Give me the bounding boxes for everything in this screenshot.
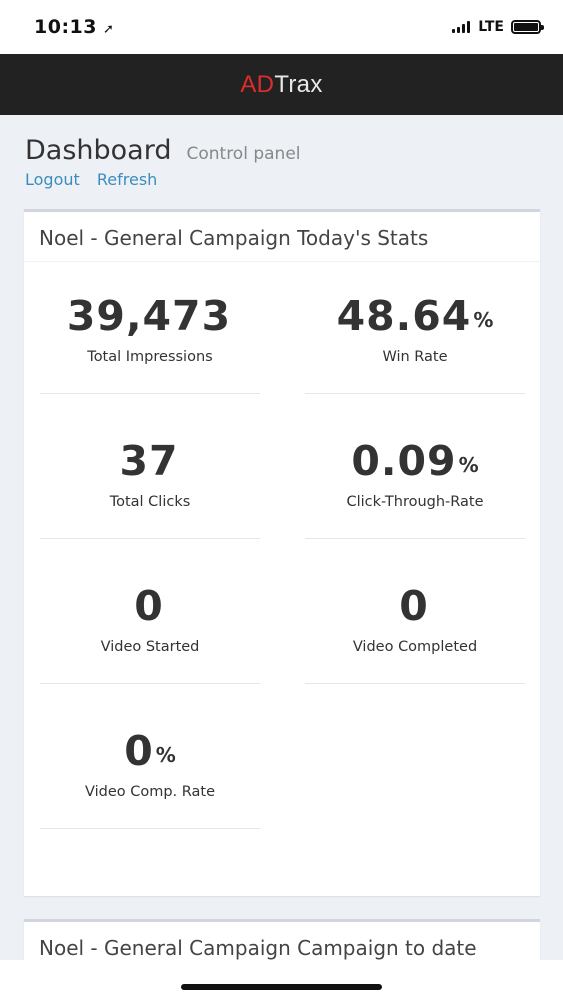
home-indicator[interactable] <box>181 984 382 990</box>
content-wrapper: Dashboard Control panel Logout Refresh N… <box>0 115 563 960</box>
stat-label: Video Comp. Rate <box>84 784 216 800</box>
today-stats-title: Noel - General Campaign Today's Stats <box>24 212 540 262</box>
stat-value: 0% <box>124 727 176 775</box>
page-title: Dashboard <box>25 135 172 166</box>
stat-total-clicks: 37 Total Clicks <box>40 438 260 539</box>
logo-ad-text: AD <box>240 70 275 98</box>
stat-value: 0 <box>134 582 164 630</box>
stat-label: Total Clicks <box>109 494 191 510</box>
stat-video-comp-rate: 0% Video Comp. Rate <box>40 728 260 829</box>
stat-value: 0.09% <box>351 437 479 485</box>
stat-label: Total Impressions <box>87 349 213 365</box>
clock-text: 10:13 <box>34 16 97 38</box>
network-type: LTE <box>478 19 504 35</box>
status-indicators: LTE <box>452 19 544 35</box>
page-header: Dashboard Control panel <box>25 135 301 166</box>
page-subtitle: Control panel <box>186 144 301 164</box>
stat-click-through-rate: 0.09% Click-Through-Rate <box>305 438 525 539</box>
stat-total-impressions: 39,473 Total Impressions <box>40 293 260 394</box>
refresh-link[interactable]: Refresh <box>96 170 158 189</box>
to-date-stats-title: Noel - General Campaign Campaign to date <box>24 922 540 960</box>
stat-value: 0 <box>399 582 429 630</box>
battery-icon <box>511 20 544 34</box>
cellular-signal-icon <box>452 21 472 33</box>
stat-value: 48.64% <box>336 292 494 340</box>
stat-label: Video Started <box>100 639 200 655</box>
status-time: 10:13 ➚ <box>34 16 114 38</box>
stat-label: Click-Through-Rate <box>346 494 484 510</box>
stat-video-started: 0 Video Started <box>40 583 260 684</box>
stat-label: Video Completed <box>352 639 478 655</box>
stat-value: 39,473 <box>66 292 232 340</box>
status-bar: 10:13 ➚ LTE <box>0 0 563 54</box>
adtrax-logo[interactable]: ADTrax <box>240 71 322 99</box>
logo-trax-text: Trax <box>274 70 323 98</box>
header-links: Logout Refresh <box>25 170 169 189</box>
stat-label: Win Rate <box>382 349 448 365</box>
stat-video-completed: 0 Video Completed <box>305 583 525 684</box>
logout-link[interactable]: Logout <box>25 170 80 189</box>
today-stats-box: Noel - General Campaign Today's Stats 39… <box>24 209 540 896</box>
navigation-arrow-icon: ➚ <box>102 22 115 37</box>
to-date-stats-box: Noel - General Campaign Campaign to date <box>24 919 540 960</box>
home-area <box>0 960 563 1000</box>
stat-win-rate: 48.64% Win Rate <box>305 293 525 394</box>
stat-value: 37 <box>119 437 179 485</box>
app-header: ADTrax <box>0 54 563 115</box>
